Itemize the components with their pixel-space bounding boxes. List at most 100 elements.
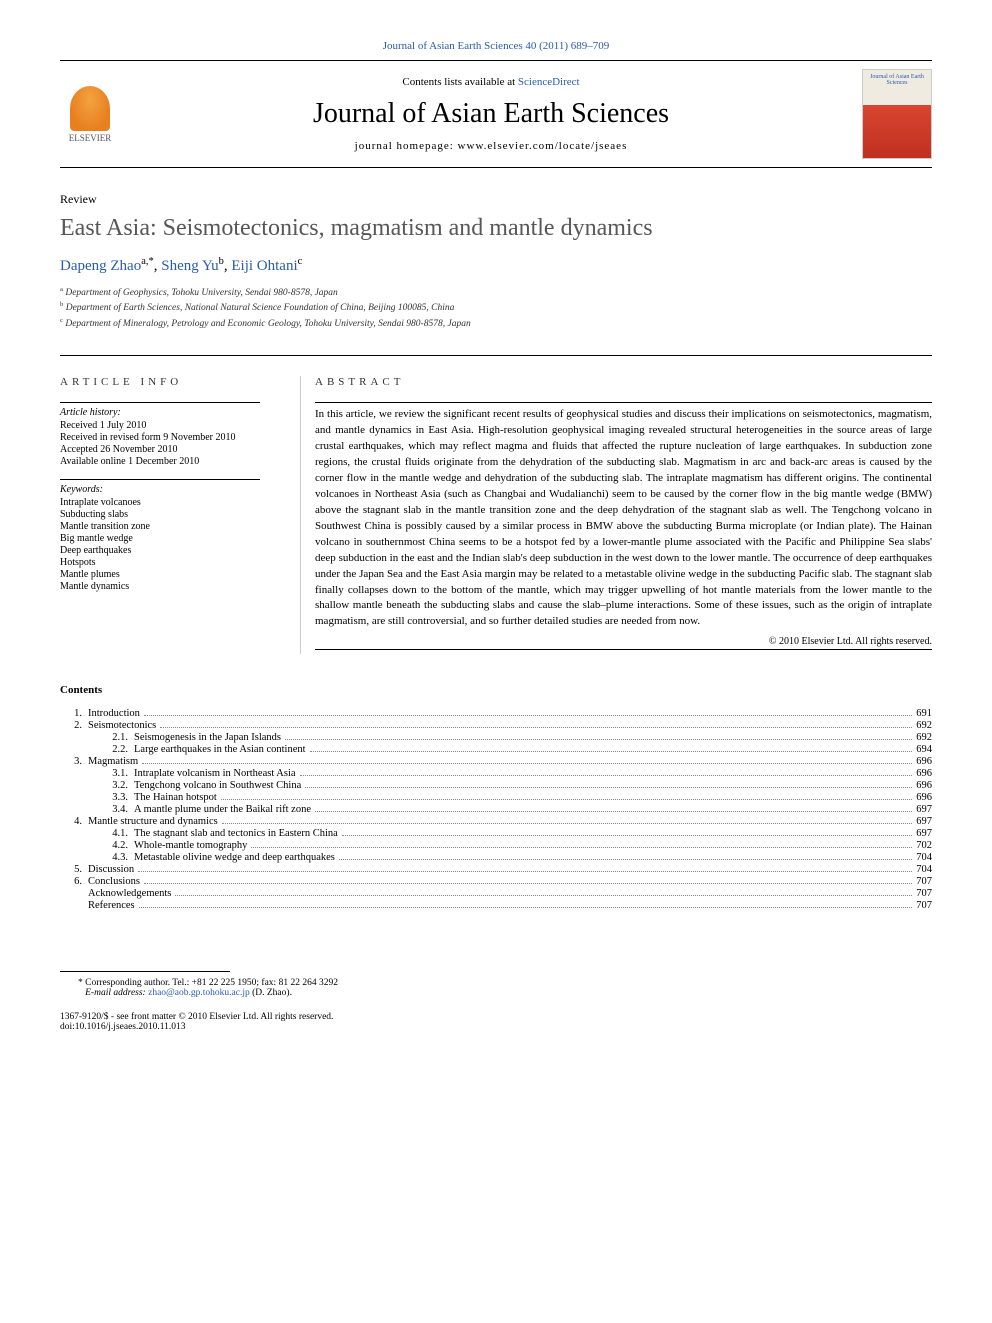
contents-prefix: Contents lists available at — [402, 76, 517, 88]
toc-dots — [160, 727, 912, 728]
toc-page: 694 — [916, 744, 932, 755]
toc-num: 4. — [60, 816, 88, 827]
keywords-divider — [60, 479, 260, 480]
toc-dots — [310, 751, 913, 752]
toc-title: Discussion — [88, 864, 134, 875]
author-0[interactable]: Dapeng Zhao — [60, 258, 141, 274]
abstract-bottom-divider — [315, 649, 932, 650]
elsevier-tree-icon — [70, 86, 110, 131]
keyword-7: Mantle dynamics — [60, 581, 260, 592]
toc-dots — [251, 847, 912, 848]
keyword-3: Big mantle wedge — [60, 533, 260, 544]
toc-row[interactable]: Acknowledgements707 — [60, 888, 932, 899]
history-3: Available online 1 December 2010 — [60, 456, 260, 467]
corr-email-link[interactable]: zhao@aob.gp.tohoku.ac.jp — [148, 988, 250, 998]
keyword-2: Mantle transition zone — [60, 521, 260, 532]
article-type: Review — [60, 192, 932, 207]
toc-dots — [139, 907, 913, 908]
abstract-column: ABSTRACT In this article, we review the … — [300, 376, 932, 654]
toc-num: 2. — [60, 720, 88, 731]
toc-dots — [175, 895, 912, 896]
toc-row[interactable]: 6.Conclusions707 — [60, 876, 932, 887]
toc-row[interactable]: 3.Magmatism696 — [60, 756, 932, 767]
header-center: Contents lists available at ScienceDirec… — [120, 76, 862, 152]
toc-title: Seismogenesis in the Japan Islands — [134, 732, 281, 743]
toc-row[interactable]: 5.Discussion704 — [60, 864, 932, 875]
journal-ref-link[interactable]: Journal of Asian Earth Sciences 40 (2011… — [383, 40, 610, 52]
toc-row[interactable]: 3.1.Intraplate volcanism in Northeast As… — [60, 768, 932, 779]
corresponding-author: * Corresponding author. Tel.: +81 22 225… — [60, 978, 932, 998]
sciencedirect-link[interactable]: ScienceDirect — [518, 76, 580, 88]
toc-title: A mantle plume under the Baikal rift zon… — [134, 804, 311, 815]
toc-dots — [342, 835, 912, 836]
toc-page: 707 — [916, 900, 932, 911]
article-info-column: ARTICLE INFO Article history: Received 1… — [60, 376, 260, 654]
corr-mark: * — [78, 978, 83, 988]
corr-label: Corresponding author. Tel.: +81 22 225 1… — [85, 978, 338, 988]
toc-dots — [305, 787, 912, 788]
toc-row[interactable]: 4.3.Metastable olivine wedge and deep ea… — [60, 852, 932, 863]
toc-row[interactable]: 1.Introduction691 — [60, 708, 932, 719]
toc-num: 4.2. — [70, 840, 134, 851]
toc-page: 692 — [916, 720, 932, 731]
elsevier-logo[interactable]: ELSEVIER — [60, 79, 120, 149]
keyword-6: Mantle plumes — [60, 569, 260, 580]
toc-num: 3.2. — [70, 780, 134, 791]
toc-row[interactable]: 3.4.A mantle plume under the Baikal rift… — [60, 804, 932, 815]
affil-a: a Department of Geophysics, Tohoku Unive… — [60, 285, 932, 300]
toc-row[interactable]: 2.Seismotectonics 692 — [60, 720, 932, 731]
footer-doi: doi:10.1016/j.jseaes.2010.11.013 — [60, 1022, 932, 1032]
journal-cover-thumbnail[interactable]: Journal of Asian Earth Sciences — [862, 69, 932, 159]
toc-row[interactable]: 4.1.The stagnant slab and tectonics in E… — [60, 828, 932, 839]
toc-row[interactable]: 4.Mantle structure and dynamics 697 — [60, 816, 932, 827]
toc-title: Conclusions — [88, 876, 140, 887]
toc-num: 3.4. — [70, 804, 134, 815]
history-label: Article history: — [60, 407, 260, 418]
abstract-divider — [315, 402, 932, 403]
keyword-1: Subducting slabs — [60, 509, 260, 520]
toc-page: 692 — [916, 732, 932, 743]
abstract-text: In this article, we review the significa… — [315, 407, 932, 630]
author-1[interactable]: Sheng Yu — [161, 258, 218, 274]
toc-row[interactable]: 3.2.Tengchong volcano in Southwest China… — [60, 780, 932, 791]
toc-row[interactable]: 3.3.The Hainan hotspot696 — [60, 792, 932, 803]
elsevier-name: ELSEVIER — [69, 133, 112, 143]
keyword-0: Intraplate volcanoes — [60, 497, 260, 508]
toc-title: Introduction — [88, 708, 140, 719]
history-2: Accepted 26 November 2010 — [60, 444, 260, 455]
toc-title: The Hainan hotspot — [134, 792, 217, 803]
toc-row[interactable]: 2.1.Seismogenesis in the Japan Islands69… — [60, 732, 932, 743]
author-0-marks: a,* — [141, 256, 154, 267]
toc-title: Tengchong volcano in Southwest China — [134, 780, 301, 791]
toc-num: 1. — [60, 708, 88, 719]
corr-email-label: E-mail address: — [85, 988, 146, 998]
toc-dots — [138, 871, 912, 872]
toc-num: 4.3. — [70, 852, 134, 863]
toc-title: Mantle structure and dynamics — [88, 816, 218, 827]
toc-title: Large earthquakes in the Asian continent — [134, 744, 306, 755]
author-2-marks: c — [298, 256, 303, 267]
cover-label: Journal of Asian Earth Sciences — [867, 74, 927, 86]
toc-page: 697 — [916, 816, 932, 827]
toc-dots — [285, 739, 912, 740]
header-bar: ELSEVIER Contents lists available at Sci… — [60, 60, 932, 168]
footer-issn: 1367-9120/$ - see front matter © 2010 El… — [60, 1012, 932, 1022]
table-of-contents: 1.Introduction6912.Seismotectonics 6922.1… — [60, 708, 932, 911]
toc-dots — [300, 775, 913, 776]
toc-title: Seismotectonics — [88, 720, 156, 731]
keyword-4: Deep earthquakes — [60, 545, 260, 556]
toc-row[interactable]: 4.2.Whole-mantle tomography702 — [60, 840, 932, 851]
toc-dots — [144, 883, 912, 884]
toc-num: 3.3. — [70, 792, 134, 803]
toc-num: 6. — [60, 876, 88, 887]
journal-reference: Journal of Asian Earth Sciences 40 (2011… — [60, 40, 932, 52]
toc-title: Intraplate volcanism in Northeast Asia — [134, 768, 296, 779]
toc-dots — [221, 799, 912, 800]
toc-num: 4.1. — [70, 828, 134, 839]
keywords-label: Keywords: — [60, 484, 260, 495]
toc-page: 707 — [916, 888, 932, 899]
author-2[interactable]: Eiji Ohtani — [231, 258, 297, 274]
toc-row[interactable]: 2.2.Large earthquakes in the Asian conti… — [60, 744, 932, 755]
toc-row[interactable]: References707 — [60, 900, 932, 911]
affiliations: a Department of Geophysics, Tohoku Unive… — [60, 285, 932, 331]
